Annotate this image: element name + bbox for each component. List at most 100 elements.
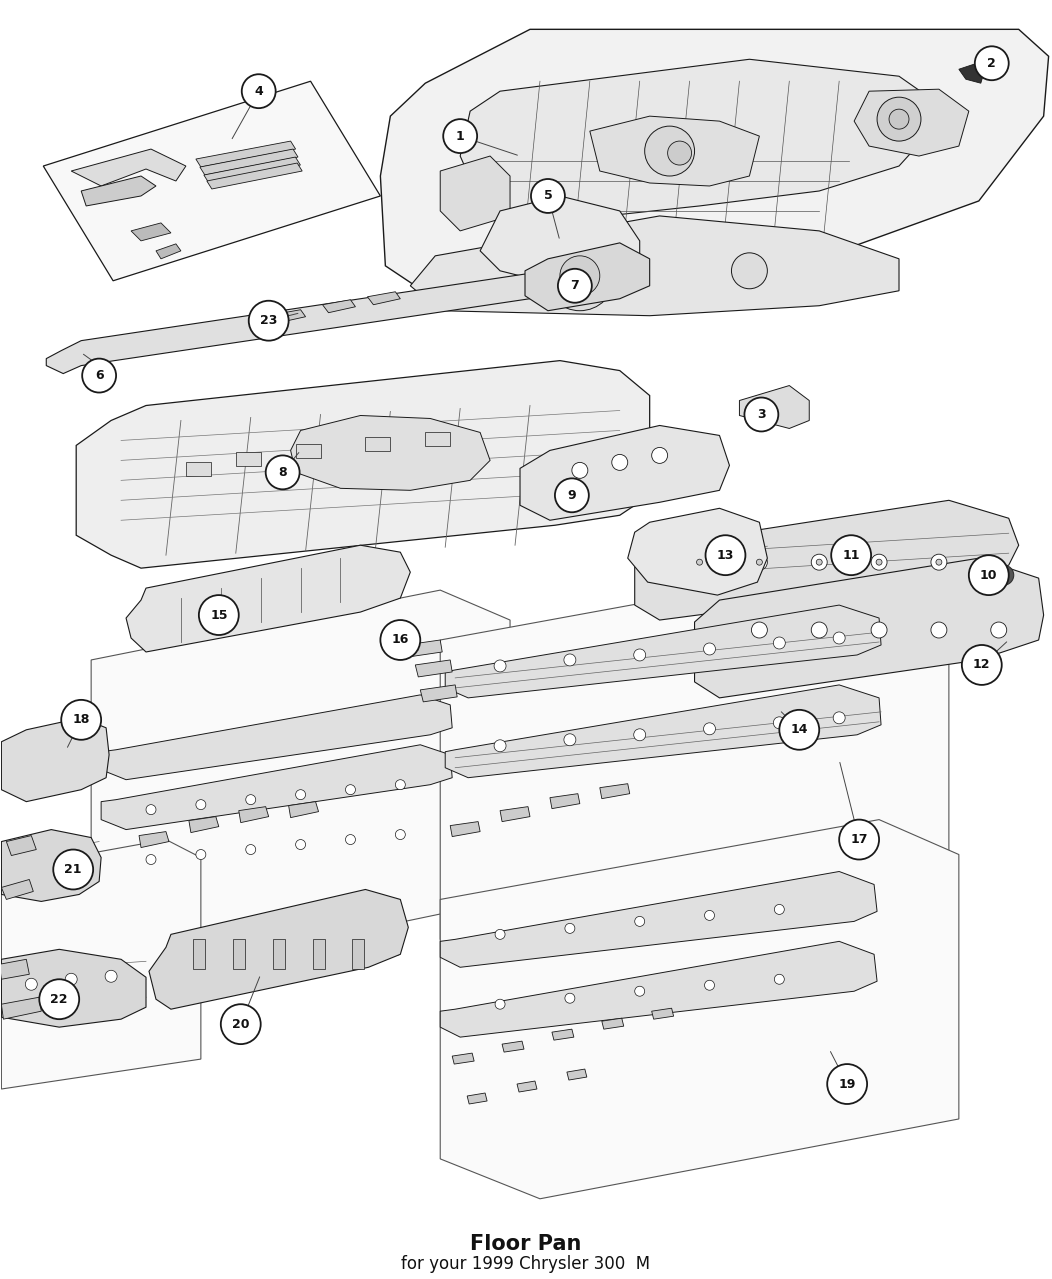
Circle shape (612, 454, 628, 471)
Text: 10: 10 (980, 569, 997, 582)
Circle shape (199, 595, 239, 634)
Circle shape (751, 554, 767, 570)
Circle shape (994, 565, 1014, 585)
Text: 3: 3 (757, 408, 766, 421)
Circle shape (54, 849, 94, 889)
Polygon shape (1, 998, 41, 1019)
Text: for your 1999 Chrysler 300  M: for your 1999 Chrysler 300 M (402, 1255, 650, 1273)
Polygon shape (416, 660, 452, 677)
Text: 18: 18 (73, 714, 89, 726)
Circle shape (811, 622, 827, 638)
Circle shape (696, 559, 703, 565)
Polygon shape (452, 1053, 474, 1064)
Circle shape (962, 645, 1002, 684)
Text: 13: 13 (716, 549, 734, 561)
Polygon shape (740, 385, 809, 428)
Polygon shape (467, 1094, 487, 1104)
Polygon shape (552, 1030, 574, 1040)
Polygon shape (500, 807, 530, 821)
Bar (232, 939, 245, 969)
Circle shape (564, 734, 575, 746)
Polygon shape (525, 243, 650, 311)
Polygon shape (567, 1069, 587, 1079)
Circle shape (381, 620, 421, 660)
Polygon shape (517, 1081, 537, 1092)
Circle shape (774, 904, 785, 914)
Polygon shape (410, 216, 899, 316)
Polygon shape (272, 310, 305, 322)
Polygon shape (132, 223, 170, 240)
Circle shape (495, 930, 505, 939)
Polygon shape (367, 292, 401, 304)
Circle shape (634, 916, 645, 926)
Circle shape (969, 555, 1009, 595)
Circle shape (396, 830, 405, 839)
Circle shape (105, 971, 117, 982)
Circle shape (221, 1004, 261, 1044)
Circle shape (345, 785, 356, 794)
Polygon shape (450, 821, 480, 836)
Circle shape (560, 256, 600, 295)
Polygon shape (207, 162, 302, 189)
Polygon shape (421, 684, 458, 702)
Polygon shape (958, 64, 984, 83)
Text: 16: 16 (391, 633, 409, 646)
Circle shape (39, 980, 79, 1019)
Circle shape (731, 253, 767, 289)
Circle shape (345, 835, 356, 844)
Polygon shape (405, 640, 442, 657)
Circle shape (266, 455, 300, 490)
Text: 19: 19 (838, 1077, 856, 1091)
Polygon shape (440, 941, 877, 1037)
Bar (352, 939, 364, 969)
Text: 22: 22 (50, 993, 68, 1005)
Circle shape (705, 911, 714, 921)
Text: 15: 15 (210, 609, 227, 622)
Polygon shape (502, 1041, 524, 1053)
Polygon shape (290, 416, 490, 490)
Polygon shape (440, 820, 958, 1198)
Polygon shape (600, 784, 630, 798)
Text: 5: 5 (544, 189, 552, 202)
Circle shape (25, 978, 37, 990)
Polygon shape (189, 816, 219, 833)
Circle shape (296, 839, 305, 849)
Circle shape (246, 844, 256, 854)
Text: Floor Pan: Floor Pan (470, 1234, 582, 1253)
Circle shape (756, 559, 763, 565)
Circle shape (691, 554, 708, 570)
Circle shape (82, 358, 116, 393)
Circle shape (572, 463, 588, 478)
Circle shape (494, 739, 506, 752)
Polygon shape (156, 244, 181, 258)
Text: 17: 17 (850, 833, 868, 847)
Circle shape (146, 804, 156, 815)
Polygon shape (0, 959, 29, 980)
Circle shape (668, 141, 691, 165)
Polygon shape (149, 889, 408, 1009)
Circle shape (494, 660, 506, 671)
Circle shape (246, 794, 256, 804)
Circle shape (839, 820, 879, 859)
Circle shape (833, 712, 845, 724)
Circle shape (558, 269, 592, 303)
Circle shape (564, 654, 575, 666)
Circle shape (565, 923, 574, 934)
Text: 7: 7 (570, 279, 580, 293)
Circle shape (877, 97, 920, 141)
Polygon shape (323, 299, 356, 312)
Bar (193, 939, 205, 969)
Bar (296, 444, 321, 458)
Text: 23: 23 (260, 315, 278, 327)
Circle shape (531, 179, 565, 212)
Polygon shape (445, 684, 882, 778)
Circle shape (827, 1064, 867, 1104)
Circle shape (396, 780, 405, 789)
Circle shape (651, 448, 668, 463)
Circle shape (248, 301, 288, 340)
Circle shape (831, 535, 871, 576)
Bar (425, 432, 450, 446)
Polygon shape (288, 802, 319, 817)
Polygon shape (520, 426, 729, 521)
Polygon shape (1, 949, 146, 1027)
